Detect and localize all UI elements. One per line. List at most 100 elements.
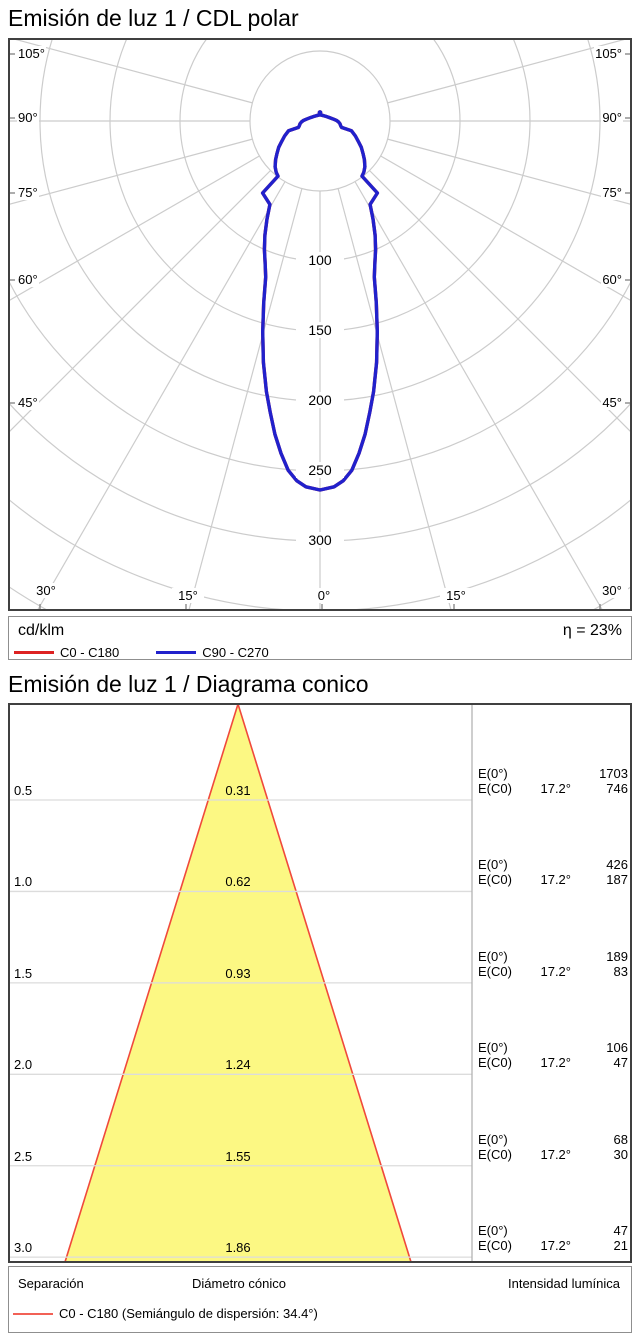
polar-spoke bbox=[8, 170, 271, 434]
polar-unit-label: cd/klm bbox=[18, 622, 65, 639]
cone-diameter-label: 1.55 bbox=[225, 1148, 251, 1164]
ec0-value: 746 bbox=[606, 781, 628, 796]
polar-chart-title: Emisión de luz 1 / CDL polar bbox=[8, 5, 299, 31]
angle-label-bottom: 15° bbox=[440, 588, 472, 603]
angle-label-right: 75° bbox=[601, 185, 623, 200]
polar-spoke bbox=[8, 155, 260, 302]
efficiency-label: η = 23% bbox=[562, 622, 622, 639]
polar-spoke bbox=[354, 181, 604, 611]
separation-label: 3.0 bbox=[14, 1240, 33, 1256]
cone-diameter-label: 0.31 bbox=[225, 783, 251, 798]
ec0-value: 83 bbox=[613, 963, 628, 979]
beam-angle-value: 17.2° bbox=[540, 872, 571, 888]
ec0-value: 21 bbox=[613, 1238, 628, 1254]
angle-label-bottom: 0° bbox=[308, 588, 340, 603]
ec0-value: 30 bbox=[613, 1146, 628, 1162]
separation-label: 1.0 bbox=[14, 874, 33, 890]
polar-ring bbox=[249, 50, 391, 192]
polar-legend-row: C0 - C180 C90 - C270 bbox=[14, 645, 269, 660]
separation-label: 2.5 bbox=[14, 1148, 33, 1164]
e0-value: 68 bbox=[613, 1131, 628, 1147]
polar-spoke bbox=[188, 188, 303, 611]
polar-spoke bbox=[8, 138, 253, 206]
e0-value: 189 bbox=[606, 948, 628, 964]
polar-spoke bbox=[36, 181, 286, 611]
ec0-label: E(C0) bbox=[478, 1146, 512, 1162]
illuminance-block: E(0°) 47 E(C0) 17.2° 21 bbox=[478, 1223, 628, 1253]
illuminance-block: E(0°) 426 E(C0) 17.2° 187 bbox=[478, 857, 628, 887]
ec0-label: E(C0) bbox=[478, 781, 512, 796]
e0-label: E(0°) bbox=[478, 1040, 508, 1056]
radial-tick-label: 100 bbox=[296, 252, 344, 268]
e0-label: E(0°) bbox=[478, 766, 508, 781]
ec0-label: E(C0) bbox=[478, 1055, 512, 1071]
angle-label-bottom: 30° bbox=[30, 583, 62, 598]
cone-diagram-canvas bbox=[8, 703, 632, 1263]
cone-legend-label: C0 - C180 (Semiángulo de dispersión: 34.… bbox=[59, 1306, 318, 1321]
polar-spoke bbox=[8, 38, 253, 104]
c90-c270-legend-label: C90 - C270 bbox=[202, 645, 269, 660]
polar-chart: 100 150 200 250 300 105° 90° 75° 60° 45° 105° 90° 75… bbox=[8, 38, 632, 611]
polar-spoke bbox=[380, 155, 632, 302]
cone-diameter-label: 0.93 bbox=[225, 965, 251, 981]
ec0-value: 47 bbox=[613, 1055, 628, 1071]
cone-diagram: 0.5 0.31 E(0°) 1703 E(C0) 17.2° 746 1.0 0.62 E(0°… bbox=[8, 703, 632, 1263]
ec0-label: E(C0) bbox=[478, 963, 512, 979]
polar-spoke bbox=[337, 188, 452, 611]
c90-c270-curve bbox=[260, 110, 380, 492]
radial-tick-label: 300 bbox=[296, 532, 344, 548]
c90-c270-legend-line bbox=[156, 651, 197, 654]
beam-angle-value: 17.2° bbox=[540, 1146, 571, 1162]
e0-label: E(0°) bbox=[478, 1131, 508, 1147]
polar-chart-border bbox=[8, 38, 632, 611]
ec0-value: 187 bbox=[606, 872, 628, 888]
cone-diameter-label: 1.86 bbox=[225, 1240, 251, 1256]
polar-legend-box: cd/klm η = 23% C0 - C180 C90 - C270 bbox=[8, 616, 632, 660]
separation-label: 1.5 bbox=[14, 965, 33, 981]
illuminance-block: E(0°) 106 E(C0) 17.2° 47 bbox=[478, 1040, 628, 1070]
polar-spoke bbox=[369, 170, 632, 434]
cone-chart-border bbox=[8, 703, 632, 1263]
beam-angle-value: 17.2° bbox=[540, 1238, 571, 1254]
separation-label: 0.5 bbox=[14, 783, 33, 798]
separation-column-label: Separación bbox=[18, 1276, 84, 1291]
radial-tick-label: 200 bbox=[296, 392, 344, 408]
e0-value: 1703 bbox=[599, 766, 628, 781]
beam-angle-value: 17.2° bbox=[540, 1055, 571, 1071]
c0-c180-legend-label: C0 - C180 bbox=[60, 645, 120, 660]
illuminance-block: E(0°) 68 E(C0) 17.2° 30 bbox=[478, 1132, 628, 1162]
radial-tick-label: 250 bbox=[296, 462, 344, 478]
cone-footer-box: Separación Diámetro cónico Intensidad lu… bbox=[8, 1266, 632, 1333]
separation-label: 2.0 bbox=[14, 1057, 33, 1073]
e0-value: 47 bbox=[613, 1223, 628, 1239]
cone-legend-row: C0 - C180 (Semiángulo de dispersión: 34.… bbox=[13, 1306, 318, 1321]
angle-label-left: 105° bbox=[17, 46, 46, 61]
cone-diameter-column-label: Diámetro cónico bbox=[192, 1276, 286, 1291]
e0-value: 426 bbox=[606, 857, 628, 873]
beam-angle-value: 17.2° bbox=[540, 781, 571, 796]
angle-label-bottom: 30° bbox=[596, 583, 628, 598]
beam-angle-value: 17.2° bbox=[540, 963, 571, 979]
angle-label-left: 75° bbox=[17, 185, 39, 200]
angle-label-right: 60° bbox=[601, 272, 623, 287]
angle-label-right: 90° bbox=[601, 110, 623, 125]
cone-diameter-label: 0.62 bbox=[225, 874, 251, 890]
e0-label: E(0°) bbox=[478, 1223, 508, 1239]
illuminance-block: E(0°) 1703 E(C0) 17.2° 746 bbox=[478, 766, 628, 796]
angle-label-left: 45° bbox=[17, 395, 39, 410]
angle-label-right: 45° bbox=[601, 395, 623, 410]
cone-diameter-label: 1.24 bbox=[225, 1057, 251, 1073]
c0-c180-legend-line bbox=[14, 651, 54, 654]
angle-label-bottom: 15° bbox=[172, 588, 204, 603]
cone-c0-c180-legend-line bbox=[13, 1312, 53, 1315]
e0-label: E(0°) bbox=[478, 948, 508, 964]
luminous-intensity-column-label: Intensidad lumínica bbox=[507, 1276, 620, 1291]
ec0-label: E(C0) bbox=[478, 872, 512, 888]
polar-spoke bbox=[387, 38, 632, 104]
ec0-label: E(C0) bbox=[478, 1238, 512, 1254]
angle-label-left: 60° bbox=[17, 272, 39, 287]
radial-tick-label: 150 bbox=[296, 322, 344, 338]
angle-label-right: 105° bbox=[594, 46, 623, 61]
angle-label-left: 90° bbox=[17, 110, 39, 125]
